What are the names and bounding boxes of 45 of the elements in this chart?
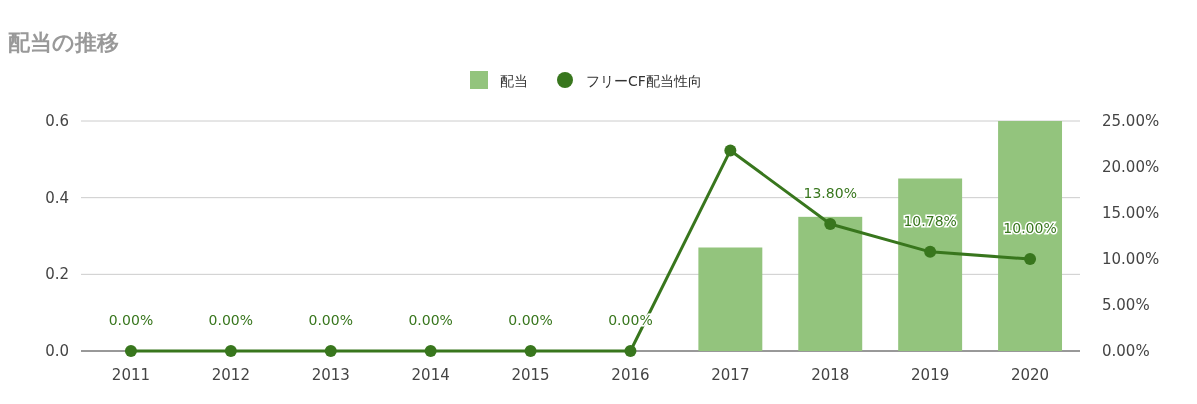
- x-tick-label: 2012: [211, 366, 250, 384]
- x-tick-label: 2016: [611, 366, 650, 384]
- y-tick-label: 0.6: [45, 112, 69, 130]
- y2-tick-label: 15.00%: [1102, 204, 1160, 222]
- y2-tick-label: 5.00%: [1102, 296, 1150, 314]
- x-tick-label: 2017: [711, 366, 750, 384]
- x-tick-label: 2020: [1010, 366, 1050, 384]
- y2-tick-label: 0.00%: [1102, 342, 1150, 360]
- x-tick-label: 2015: [511, 366, 550, 384]
- point: [1024, 253, 1037, 265]
- x-tick-label: 2014: [411, 366, 450, 384]
- data-label: 0.00%: [108, 312, 154, 328]
- data-label: 0.00%: [308, 312, 353, 328]
- point: [924, 245, 937, 258]
- point: [424, 345, 437, 357]
- data-label: 13.80%: [803, 185, 857, 202]
- bar: [898, 178, 963, 351]
- data-label: 0.00%: [508, 312, 553, 328]
- point: [224, 345, 237, 357]
- data-label: 0.00%: [208, 312, 254, 328]
- bar: [798, 216, 863, 351]
- point: [824, 218, 837, 231]
- point: [624, 345, 637, 357]
- x-tick-label: 2019: [911, 366, 950, 384]
- y2-tick-label: 20.00%: [1102, 158, 1160, 176]
- y2-tick-label: 10.00%: [1102, 250, 1160, 268]
- point: [524, 345, 537, 357]
- bar: [998, 121, 1063, 351]
- point: [124, 345, 137, 357]
- y-tick-label: 0.4: [45, 188, 69, 207]
- y-tick-label: 0.0: [45, 342, 69, 360]
- legend-label: フリーCF配当性向: [586, 73, 702, 89]
- data-label: 10.00%: [1003, 220, 1057, 236]
- x-tick-label: 2018: [811, 366, 850, 384]
- point: [724, 144, 737, 157]
- legend-label: 配当: [500, 73, 528, 89]
- point: [324, 345, 337, 357]
- x-tick-label: 2013: [311, 366, 350, 384]
- data-label: 10.78%: [903, 212, 957, 229]
- y2-tick-label: 25.00%: [1102, 112, 1160, 130]
- data-label: 0.00%: [408, 312, 453, 328]
- chart-title: 配当の推移: [8, 30, 119, 55]
- bar: [698, 247, 763, 351]
- x-tick-label: 2011: [111, 366, 151, 384]
- y-tick-label: 0.2: [45, 265, 69, 284]
